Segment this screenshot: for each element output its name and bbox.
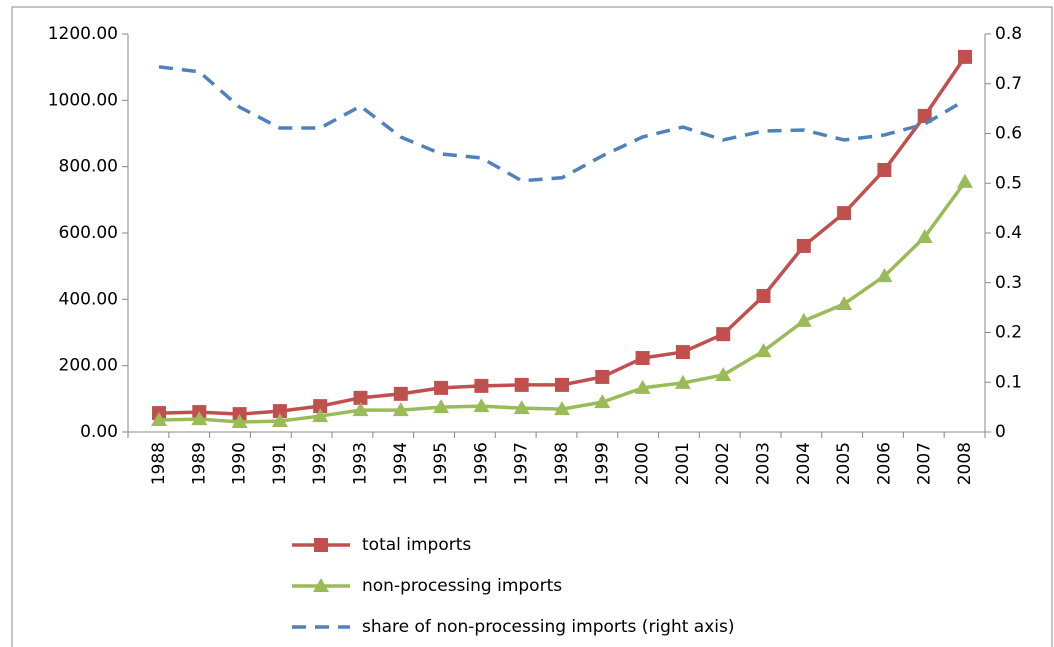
x-tick-label: 2004	[794, 442, 814, 485]
x-tick-label: 2005	[834, 442, 854, 485]
marker-square	[314, 538, 328, 552]
x-tick-label: 2002	[713, 442, 733, 485]
marker-square	[555, 377, 569, 392]
y-tick-label: 1000.00	[48, 90, 118, 110]
x-tick-label: 1988	[149, 442, 169, 485]
y-tick-label: 0.00	[80, 422, 118, 442]
marker-triangle	[352, 402, 369, 417]
y2-tick-label: 0.4	[995, 223, 1022, 243]
x-tick-label: 2008	[955, 442, 975, 485]
marker-square	[917, 108, 932, 123]
marker-triangle	[392, 402, 409, 417]
marker-square	[877, 162, 892, 177]
x-tick-label: 1993	[351, 442, 371, 485]
y2-tick-label: 0.3	[995, 273, 1022, 293]
x-tick-label: 1992	[310, 442, 330, 485]
marker-triangle	[554, 401, 570, 416]
y2-tick-label: 0.7	[995, 74, 1022, 94]
marker-triangle	[755, 343, 772, 358]
marker-square	[716, 327, 731, 342]
series-line	[158, 55, 967, 416]
x-tick-label: 2003	[754, 442, 774, 485]
chart-frame	[11, 6, 1053, 647]
x-tick-label: 2000	[633, 442, 653, 485]
marker-triangle	[795, 312, 812, 327]
marker-triangle	[312, 408, 329, 423]
marker-triangle	[271, 413, 288, 428]
y2-tick-label: 0.6	[995, 124, 1022, 144]
x-tick-label: 1999	[592, 442, 612, 485]
y2-tick-label: 0.1	[995, 372, 1022, 392]
y2-tick-label: 0.8	[995, 24, 1022, 44]
x-tick-label: 1995	[431, 442, 451, 485]
x-tick-label: 2007	[915, 442, 935, 485]
marker-square	[313, 399, 328, 414]
x-tick-label: 2001	[673, 442, 693, 485]
marker-square	[635, 351, 650, 366]
series-line	[158, 65, 966, 183]
y-tick-label: 600.00	[59, 223, 118, 243]
marker-triangle	[594, 394, 611, 409]
marker-triangle	[957, 173, 973, 188]
marker-triangle	[513, 400, 530, 415]
x-tick-label: 2006	[874, 442, 894, 485]
marker-triangle	[151, 412, 167, 427]
x-tick-label: 1997	[512, 442, 532, 485]
y2-tick-label: 0.5	[995, 173, 1022, 193]
y2-tick-label: 0.2	[995, 323, 1022, 343]
marker-square	[958, 49, 972, 64]
marker-triangle	[231, 414, 248, 429]
y-tick-label: 800.00	[59, 157, 118, 177]
y2-tick-label: 0	[995, 422, 1006, 442]
x-tick-label: 1991	[270, 442, 290, 485]
x-tick-label: 1990	[230, 442, 250, 485]
marker-triangle	[473, 398, 490, 413]
marker-square	[675, 345, 690, 360]
marker-square	[514, 377, 529, 392]
legend-label: share of non-processing imports (right a…	[362, 617, 734, 637]
marker-square	[796, 238, 811, 253]
marker-triangle	[634, 379, 651, 394]
x-tick-label: 1989	[189, 442, 209, 485]
marker-triangle	[433, 399, 450, 414]
marker-square	[434, 380, 449, 395]
y-tick-label: 400.00	[59, 289, 118, 309]
marker-square	[837, 206, 852, 221]
marker-square	[474, 378, 489, 393]
x-tick-label: 1996	[471, 442, 491, 485]
marker-triangle	[191, 411, 208, 426]
marker-triangle	[836, 295, 853, 310]
x-tick-label: 1998	[552, 442, 572, 485]
x-tick-label: 1994	[391, 442, 411, 485]
y-tick-label: 200.00	[59, 356, 118, 376]
legend-label: total imports	[362, 535, 471, 555]
marker-triangle	[876, 268, 893, 283]
marker-square	[353, 390, 368, 405]
marker-triangle	[715, 366, 732, 381]
marker-triangle	[674, 374, 691, 389]
marker-square	[756, 289, 771, 304]
y-tick-label: 1200.00	[48, 24, 118, 44]
marker-triangle	[916, 228, 933, 243]
marker-triangle	[313, 578, 329, 592]
marker-square	[393, 386, 408, 401]
legend-label: non-processing imports	[362, 576, 562, 596]
marker-square	[272, 404, 287, 419]
marker-square	[595, 369, 610, 384]
